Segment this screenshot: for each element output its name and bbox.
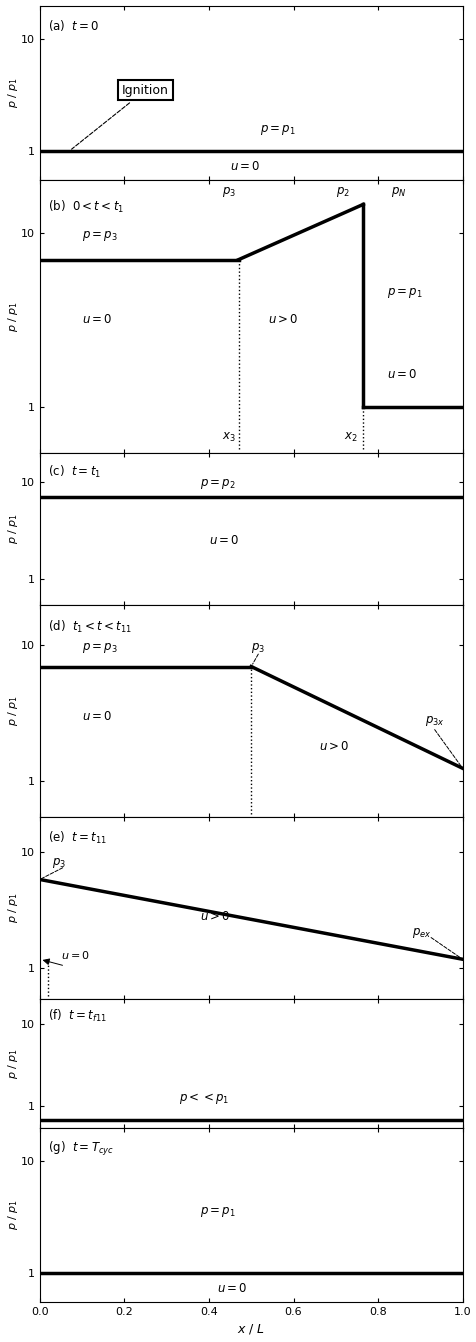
Text: $p_{3x}$: $p_{3x}$ — [424, 714, 443, 727]
Y-axis label: $p$ / $p_1$: $p$ / $p_1$ — [6, 76, 20, 109]
Text: $p_3$: $p_3$ — [251, 641, 265, 655]
Text: $x_3$: $x_3$ — [221, 431, 235, 444]
Text: $p = p_1$: $p = p_1$ — [200, 1205, 236, 1220]
Text: (g)  $t = T_{cyc}$: (g) $t = T_{cyc}$ — [48, 1139, 114, 1158]
Text: (b)  $0 < t < t_1$: (b) $0 < t < t_1$ — [48, 199, 124, 215]
Y-axis label: $p$ / $p_1$: $p$ / $p_1$ — [6, 695, 20, 726]
Y-axis label: $p$ / $p_1$: $p$ / $p_1$ — [6, 1048, 20, 1079]
Text: $u = 0$: $u = 0$ — [82, 313, 112, 326]
Text: $p_3$: $p_3$ — [221, 185, 235, 199]
Text: $p = p_2$: $p = p_2$ — [200, 478, 236, 491]
Text: $u=0$: $u=0$ — [61, 949, 90, 961]
Text: $u = 0$: $u = 0$ — [208, 534, 239, 548]
Text: (e)  $t = t_{11}$: (e) $t = t_{11}$ — [48, 829, 107, 845]
Text: $p = p_3$: $p = p_3$ — [82, 641, 118, 655]
Text: $u = 0$: $u = 0$ — [217, 1283, 248, 1295]
Text: $u > 0$: $u > 0$ — [268, 313, 298, 326]
Text: $u = 0$: $u = 0$ — [82, 710, 112, 723]
Text: $p_N$: $p_N$ — [390, 185, 406, 199]
Y-axis label: $p$ / $p_1$: $p$ / $p_1$ — [6, 301, 20, 331]
Y-axis label: $p$ / $p_1$: $p$ / $p_1$ — [6, 892, 20, 923]
Y-axis label: $p$ / $p_1$: $p$ / $p_1$ — [6, 1200, 20, 1231]
Text: (a)  $t = 0$: (a) $t = 0$ — [48, 17, 99, 32]
Text: (f)  $t = t_{f11}$: (f) $t = t_{f11}$ — [48, 1008, 107, 1024]
Text: (c)  $t = t_1$: (c) $t = t_1$ — [48, 463, 101, 479]
Text: $u > 0$: $u > 0$ — [318, 741, 348, 753]
Text: $p_2$: $p_2$ — [335, 185, 349, 199]
Text: $x_2$: $x_2$ — [344, 431, 357, 444]
Text: $u = 0$: $u = 0$ — [229, 160, 260, 173]
Text: $p = p_1$: $p = p_1$ — [386, 286, 421, 301]
Text: (d)  $t_1 < t < t_{11}$: (d) $t_1 < t < t_{11}$ — [48, 620, 132, 636]
Text: $p_3$: $p_3$ — [52, 856, 66, 870]
Text: $p = p_3$: $p = p_3$ — [82, 229, 118, 243]
Text: $u = 0$: $u = 0$ — [386, 368, 416, 381]
X-axis label: $x$ / $L$: $x$ / $L$ — [237, 1322, 265, 1337]
Text: $p = p_1$: $p = p_1$ — [259, 122, 295, 137]
Text: Ignition: Ignition — [71, 83, 169, 149]
Text: $p_{ex}$: $p_{ex}$ — [411, 926, 430, 941]
Text: $u > 0$: $u > 0$ — [200, 910, 230, 923]
Text: $p << p_1$: $p << p_1$ — [179, 1091, 229, 1106]
Y-axis label: $p$ / $p_1$: $p$ / $p_1$ — [6, 513, 20, 545]
